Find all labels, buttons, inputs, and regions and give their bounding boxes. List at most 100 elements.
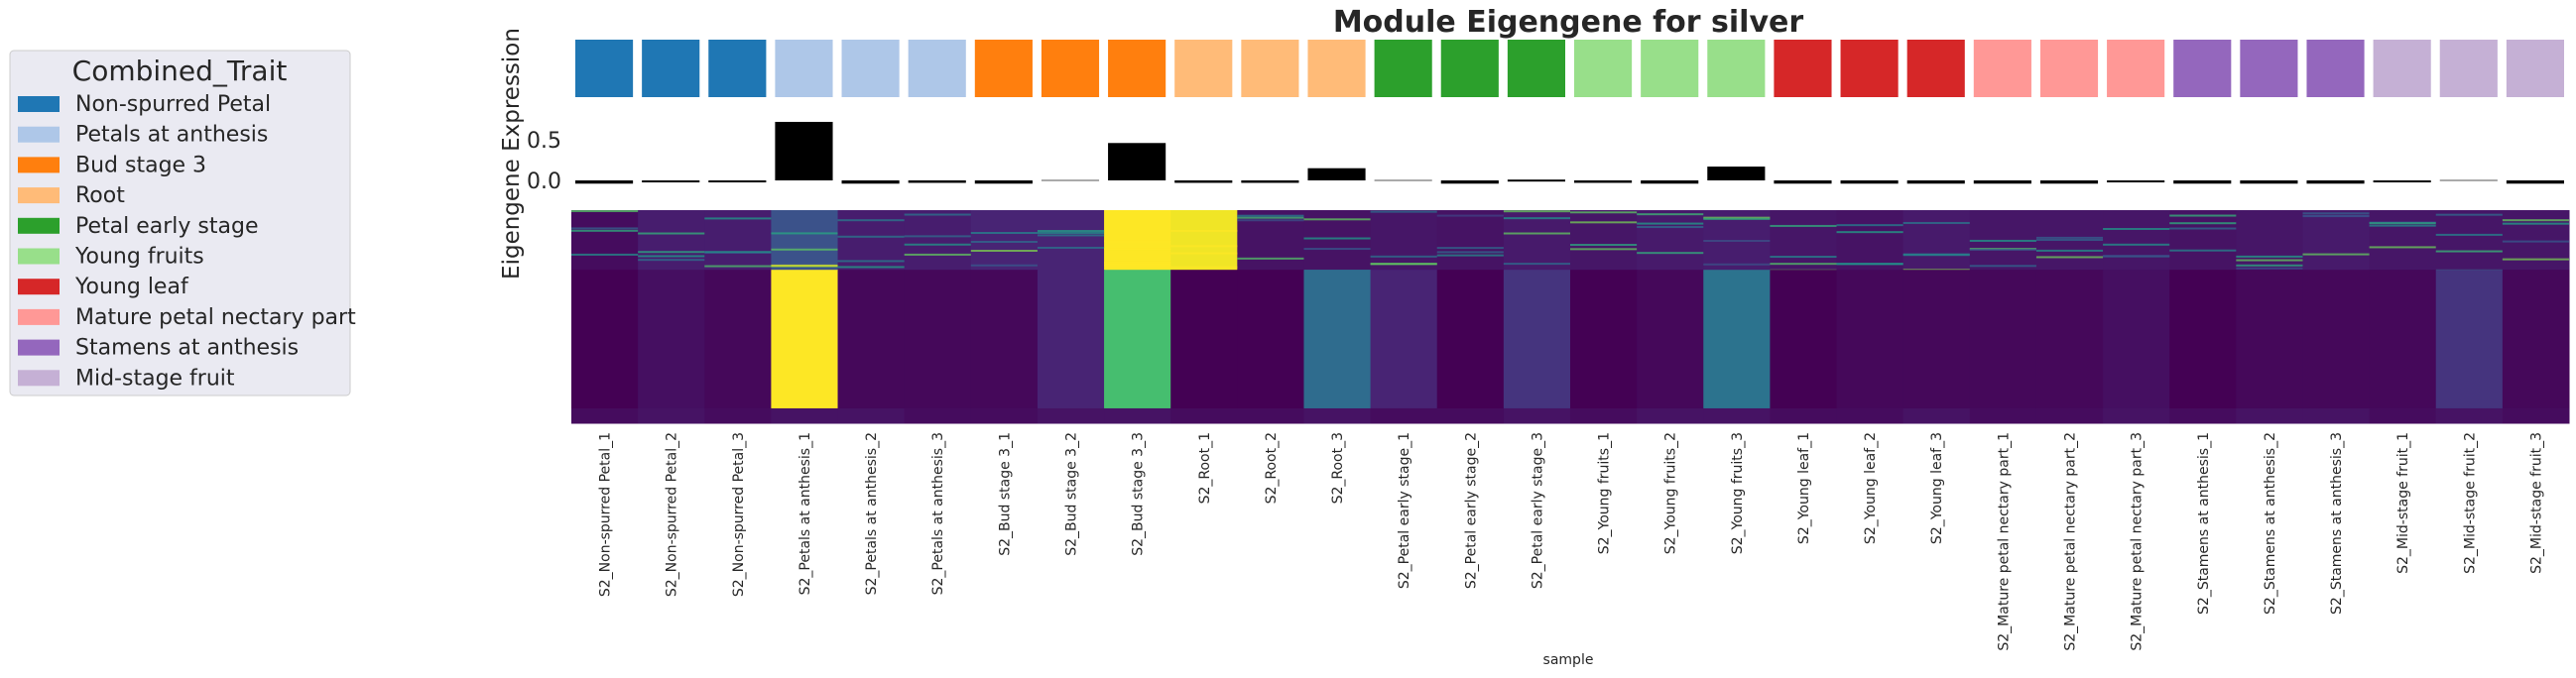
heatmap-cell: [704, 407, 772, 424]
heatmap-streak: [1770, 224, 1837, 227]
heatmap-streak: [704, 251, 772, 254]
heatmap-cell: [1436, 407, 1505, 424]
group-color-cell: [1174, 40, 1233, 97]
group-color-cell: [575, 40, 634, 97]
heatmap-streak: [1370, 263, 1437, 266]
heatmap-cell: [2236, 407, 2303, 424]
legend-title: Combined_Trait: [72, 55, 288, 87]
heatmap-streak: [1370, 255, 1437, 258]
heatmap-cell: [1370, 407, 1438, 424]
heatmap-cell: [1370, 270, 1438, 409]
legend-label: Petals at anthesis: [75, 123, 268, 148]
heatmap-cell: [1902, 270, 1971, 409]
heatmap-cell: [1503, 270, 1571, 409]
heatmap-cell: [970, 407, 1039, 424]
heatmap-cell: [1637, 210, 1704, 271]
heatmap-streak: [904, 253, 971, 256]
heatmap-streak: [2169, 222, 2237, 225]
eigengene-bar: [1574, 180, 1633, 183]
heatmap-streak: [2369, 246, 2436, 249]
bar-y-axis-label: Eigengene Expression: [499, 28, 525, 280]
heatmap-streak: [2302, 212, 2370, 215]
eigengene-bar: [708, 180, 767, 182]
heatmap-cell: [2035, 270, 2104, 409]
group-color-cell: [841, 40, 900, 97]
heatmap-cell: [1503, 407, 1571, 424]
heatmap-streak: [1170, 252, 1238, 255]
eigengene-bar: [1507, 179, 1565, 182]
heatmap-streak: [1703, 216, 1771, 219]
heatmap-streak: [638, 259, 705, 262]
heatmap-streak: [1969, 239, 2036, 242]
heatmap-cell: [2169, 210, 2237, 271]
heatmap-cell: [1436, 270, 1505, 409]
group-color-cell: [1507, 40, 1565, 97]
eigengene-bar: [775, 121, 833, 180]
heatmap-streak: [1170, 229, 1238, 232]
eigengene-bar: [1108, 143, 1166, 180]
heatmap-streak: [1303, 237, 1371, 240]
heatmap-streak: [1037, 246, 1105, 249]
group-color-cell: [2306, 40, 2365, 97]
group-color-cell: [1374, 40, 1432, 97]
heatmap-streak: [1170, 245, 1238, 248]
x-tick-label: S2_Non-spurred Petal_1: [598, 432, 614, 597]
heatmap-cell: [571, 270, 639, 409]
heatmap-streak: [2035, 239, 2104, 242]
eigengene-bar: [1440, 180, 1499, 184]
x-tick-label: S2_Young leaf_1: [1796, 432, 1812, 544]
eigengene-bar: [2439, 179, 2498, 181]
x-tick-label: S2_Young fruits_2: [1663, 432, 1679, 554]
bar-y-tick-label: 0.0: [527, 170, 561, 194]
heatmap-streak: [1770, 263, 1837, 266]
legend-swatch: [18, 308, 60, 325]
legend-label: Mature petal nectary part: [75, 305, 356, 330]
heatmap-streak: [638, 232, 705, 235]
heatmap-streak: [1104, 264, 1171, 267]
x-tick-label: S2_Young fruits_3: [1730, 432, 1746, 554]
heatmap-cell: [1570, 270, 1638, 409]
heatmap-streak: [970, 232, 1038, 235]
heatmap-cell: [571, 210, 639, 271]
heatmap-cell: [1570, 210, 1638, 271]
x-tick-label: S2_Petal early stage_1: [1397, 432, 1412, 589]
group-color-cell: [1840, 40, 1899, 97]
x-tick-label: S2_Bud stage 3_2: [1064, 432, 1080, 556]
heatmap-streak: [571, 253, 639, 256]
heatmap-streak: [2236, 255, 2303, 258]
heatmap-streak: [1436, 251, 1504, 254]
heatmap-streak: [1570, 211, 1638, 214]
heatmap-cell: [1969, 407, 2037, 424]
eigengene-bar: [908, 180, 966, 183]
heatmap-streak: [2369, 224, 2436, 227]
heatmap-cell: [571, 407, 639, 424]
group-color-cell: [1973, 40, 2031, 97]
legend-swatch: [18, 279, 60, 295]
x-tick-label: S2_Young fruits_1: [1597, 432, 1613, 554]
heatmap-cell: [2502, 270, 2570, 409]
heatmap-cell: [1836, 407, 1904, 424]
heatmap-streak: [1703, 263, 1771, 266]
group-color-cell: [1707, 40, 1766, 97]
heatmap-streak: [1436, 247, 1504, 250]
group-color-cell: [1108, 40, 1166, 97]
heatmap-cell: [1170, 407, 1238, 424]
x-tick-label: S2_Young leaf_3: [1929, 432, 1945, 544]
x-tick-label: S2_Petal early stage_2: [1463, 432, 1479, 589]
legend-label: Petal early stage: [75, 214, 259, 239]
heatmap-streak: [1303, 218, 1371, 221]
heatmap-cell: [638, 407, 705, 424]
heatmap-streak: [1570, 248, 1638, 251]
heatmap-streak: [1570, 221, 1638, 224]
heatmap-cell: [1237, 210, 1304, 271]
heatmap-cell: [2302, 407, 2371, 424]
heatmap-streak: [638, 255, 705, 258]
group-color-cell: [1574, 40, 1633, 97]
eigengene-bar: [1374, 179, 1432, 181]
heatmap-cell: [1104, 210, 1171, 271]
heatmap-cell: [1104, 270, 1171, 409]
heatmap-cell: [2236, 270, 2303, 409]
heatmap-cell: [1370, 210, 1438, 271]
heatmap-cell: [771, 210, 839, 271]
